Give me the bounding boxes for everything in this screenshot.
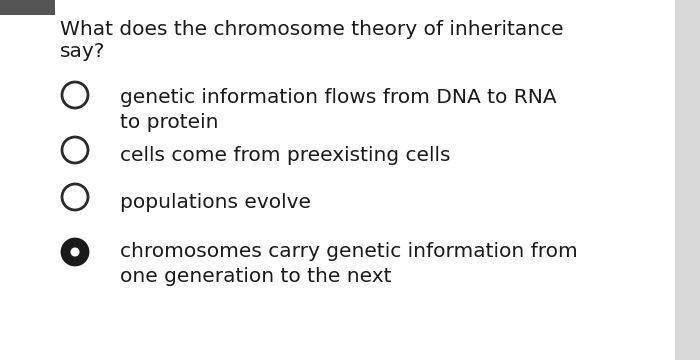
Text: genetic information flows from DNA to RNA
to protein: genetic information flows from DNA to RN… xyxy=(120,88,556,132)
FancyBboxPatch shape xyxy=(675,0,700,360)
Circle shape xyxy=(62,82,88,108)
Text: chromosomes carry genetic information from
one generation to the next: chromosomes carry genetic information fr… xyxy=(120,242,578,286)
Circle shape xyxy=(62,184,88,210)
Text: say?: say? xyxy=(60,42,106,61)
Text: populations evolve: populations evolve xyxy=(120,193,311,212)
Circle shape xyxy=(62,137,88,163)
Text: cells come from preexisting cells: cells come from preexisting cells xyxy=(120,146,451,165)
FancyBboxPatch shape xyxy=(0,0,55,15)
Text: What does the chromosome theory of inheritance: What does the chromosome theory of inher… xyxy=(60,20,564,39)
Circle shape xyxy=(71,247,80,257)
Circle shape xyxy=(62,239,88,265)
